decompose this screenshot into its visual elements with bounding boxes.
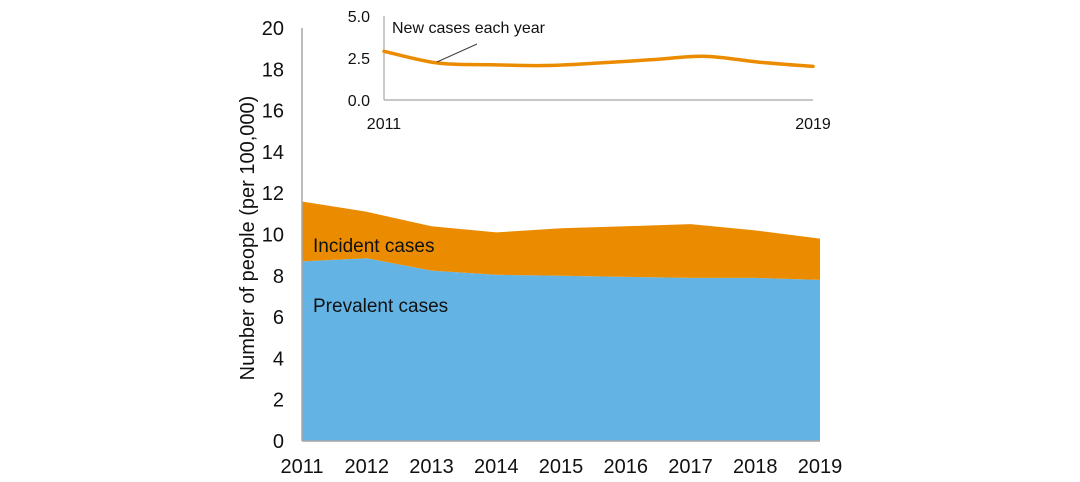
inset-annotation-label: New cases each year (392, 20, 546, 37)
y-tick-label: 14 (262, 142, 284, 164)
area-series-prevalent-cases (302, 258, 820, 441)
x-tick-label: 2011 (280, 456, 323, 478)
main-area-chart: 0 2 4 6 8 10 12 14 16 18 20 2011 2012 2013 2014 2015 20… (237, 18, 842, 478)
annotation-prevalent-cases: Prevalent cases (313, 296, 448, 317)
x-tick-label: 2013 (409, 456, 454, 478)
x-tick-label: 2019 (798, 456, 843, 478)
y-tick-label: 18 (262, 59, 284, 81)
x-tick-label: 2018 (733, 456, 778, 478)
inset-line-chart: 0.0 2.5 5.0 2011 2019 New cases each year (348, 9, 831, 133)
y-tick-label: 0 (273, 431, 284, 453)
y-tick-label: 20 (262, 18, 284, 40)
y-tick-label: 10 (262, 225, 284, 247)
y-tick-label: 12 (262, 183, 284, 205)
inset-annotation-leader-line (436, 43, 478, 63)
inset-x-tick-label: 2011 (367, 116, 402, 133)
y-axis-label: Number of people (per 100,000) (237, 96, 259, 381)
inset-y-tick-label: 2.5 (348, 51, 370, 68)
x-tick-label: 2015 (539, 456, 584, 478)
y-tick-label: 4 (273, 348, 284, 370)
x-tick-label: 2014 (474, 456, 519, 478)
annotation-incident-cases: Incident cases (313, 236, 434, 257)
inset-series-line-new-cases (382, 49, 815, 69)
x-tick-label: 2012 (345, 456, 390, 478)
inset-x-tick-label: 2019 (795, 116, 831, 133)
y-tick-label: 16 (262, 101, 284, 123)
inset-y-tick-label: 0.0 (348, 93, 370, 110)
inset-y-tick-label: 5.0 (348, 9, 370, 26)
y-tick-label: 8 (273, 266, 284, 288)
y-tick-label: 6 (273, 307, 284, 329)
x-tick-label: 2016 (604, 456, 649, 478)
x-tick-label: 2017 (668, 456, 713, 478)
y-tick-label: 2 (273, 390, 284, 412)
area-series-incident-cases (302, 201, 820, 280)
